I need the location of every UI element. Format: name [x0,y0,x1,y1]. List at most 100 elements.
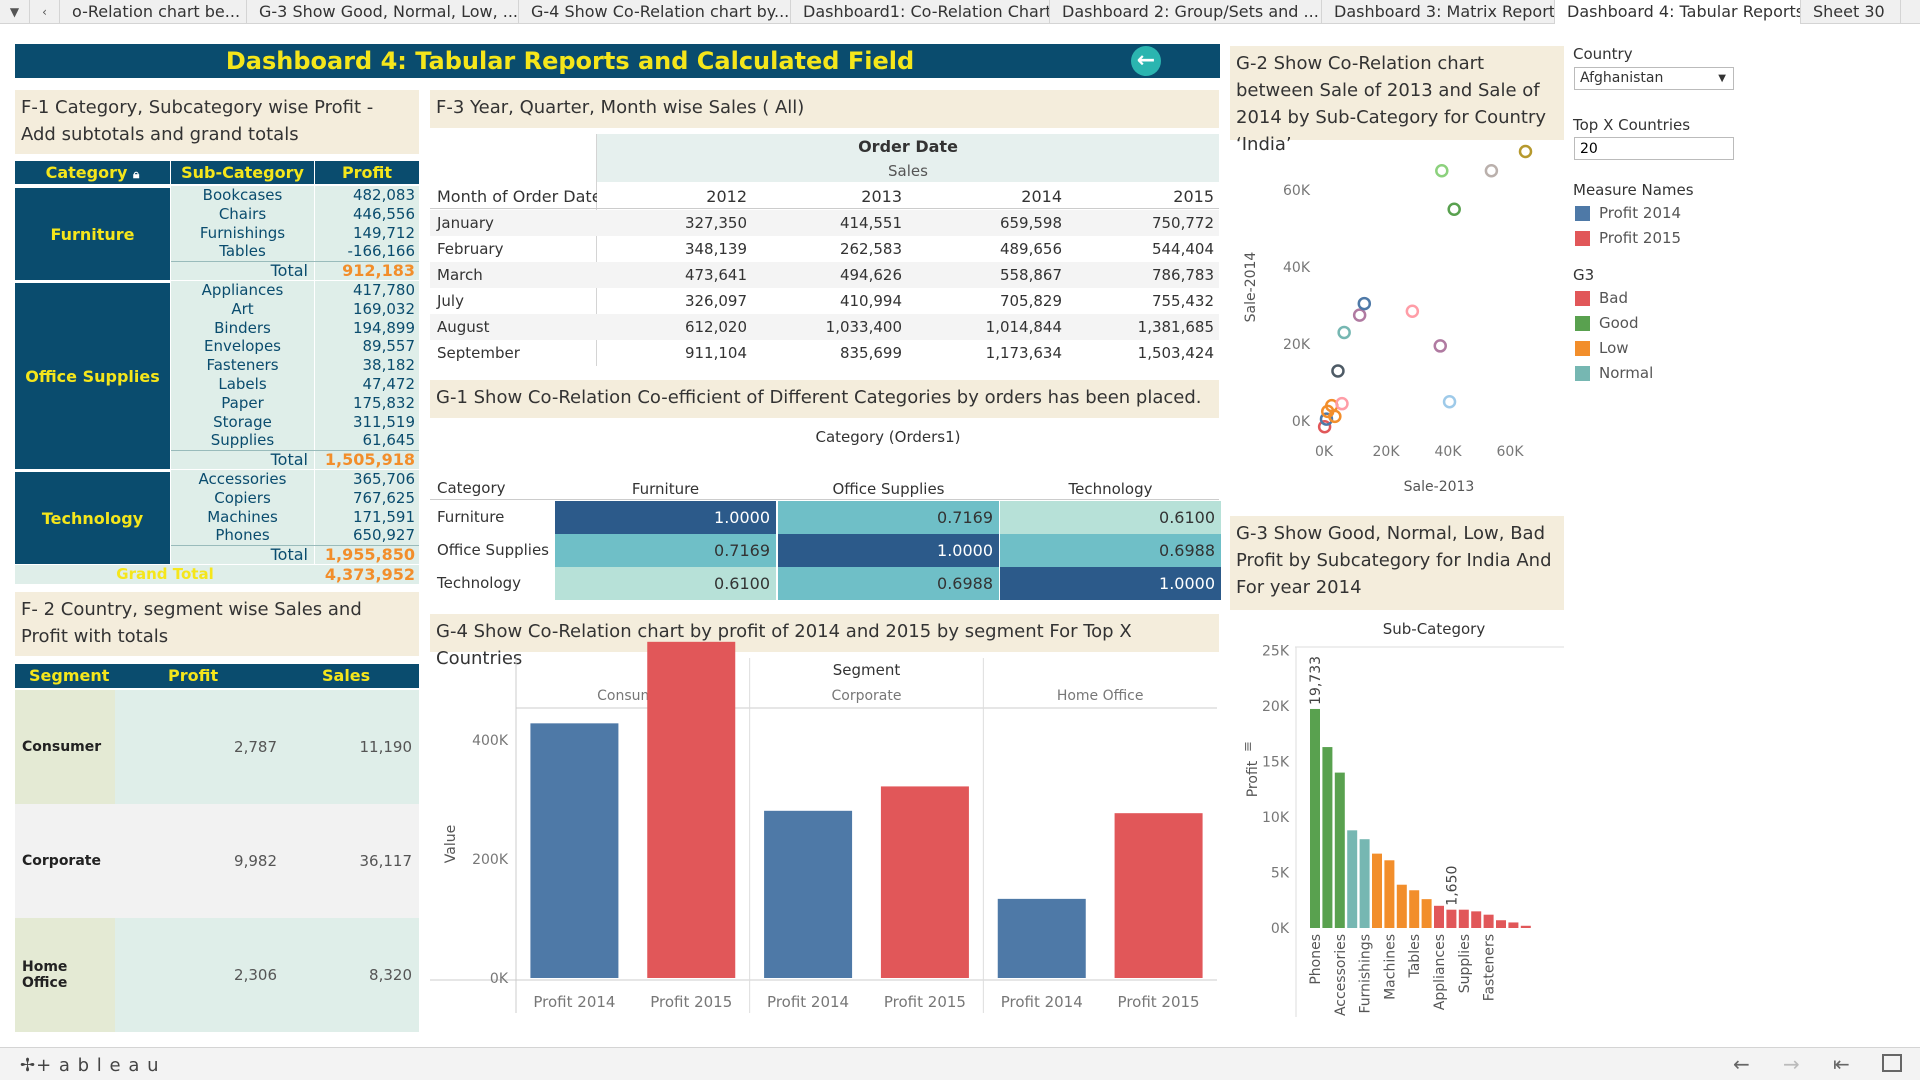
fullscreen-icon[interactable] [1882,1054,1902,1072]
f1-subcategory: Tables [219,242,266,261]
f2-title: F- 2 Country, segment wise Sales and Pro… [15,592,419,656]
legend-swatch[interactable] [1575,231,1590,246]
f1-profit-value: 38,182 [362,356,416,375]
tab-4[interactable]: Dashboard1: Co-Relation Chart [791,0,1050,24]
legend-swatch[interactable] [1575,366,1590,381]
f2-segment: Home Office [15,918,115,1032]
f1-profit-value: 417,780 [352,281,415,299]
g1-header-line [430,499,1219,500]
topx-label: Top X Countries [1573,116,1691,134]
f3-row-band [430,262,1219,288]
f1-header-subcategory[interactable]: Sub-Category [171,161,314,184]
g2-point [1518,144,1533,159]
g4-bar [1114,813,1203,978]
g3-bar [1496,920,1506,928]
country-dropdown[interactable]: Afghanistan ▼ [1574,67,1734,90]
g3-x-label: Appliances [1432,934,1448,1010]
legend-item-label[interactable]: Good [1599,314,1639,332]
f3-sales-value: 262,583 [839,240,902,258]
f3-row-band [430,314,1219,340]
f1-profit-value: 171,591 [352,507,415,526]
f2-sales-value: 36,117 [359,852,413,870]
footer-bar: ✢+ a b l e a u ← → ⇤ [0,1047,1920,1080]
dashboard-title: Dashboard 4: Tabular Reports and Calcula… [225,47,915,75]
f1-subcategory: Accessories [198,470,287,488]
tab-6[interactable]: Dashboard 3: Matrix Report [1322,0,1555,24]
f3-header-order-date: Order Date [858,137,958,156]
legend-item-label[interactable]: Profit 2014 [1599,204,1682,222]
f3-sales-value: 1,033,400 [825,318,902,336]
f2-sales-value: 8,320 [369,966,412,984]
undo-icon[interactable]: ← [1733,1052,1750,1076]
tab-3[interactable]: G-4 Show Co-Relation chart by... [519,0,791,24]
f1-profit-value: 311,519 [352,412,415,431]
g4-y-label: Value [443,825,459,863]
back-arrow-icon[interactable]: ← [1131,46,1161,76]
g2-y-tick: 40K [1283,260,1311,276]
g3-bar [1434,905,1444,928]
f1-subcategory-bg [171,281,314,469]
topx-input[interactable] [1574,137,1734,160]
g4-x-label: Profit 2015 [650,993,732,1011]
g3-bar [1520,925,1531,928]
tab-scroll-left-icon[interactable]: ‹ [30,0,60,24]
g3-y-tick: 10K [1262,810,1290,826]
legend-item-label[interactable]: Normal [1599,364,1654,382]
g1-correlation-cell: 1.0000 [555,501,776,534]
g3-bar [1446,909,1457,928]
tab-5[interactable]: Dashboard 2: Group/Sets and ... [1050,0,1322,24]
f3-sales-value: 786,783 [1151,266,1214,284]
legend-swatch[interactable] [1575,206,1590,221]
f1-profit-bg [315,186,419,280]
f2-header-segment[interactable]: Segment [29,666,110,685]
g2-point [1484,164,1499,178]
f1-profit-value: 194,899 [352,318,415,337]
legend-item-label[interactable]: Profit 2015 [1599,229,1682,247]
f1-subcategory: Storage [213,412,272,431]
tableau-cross-icon: ✢ [20,1055,37,1076]
f3-sales-value: 473,641 [684,266,747,284]
g3-bar [1483,914,1494,928]
tab-1[interactable]: o-Relation chart be... [60,0,247,24]
legend-item-label[interactable]: Bad [1599,289,1629,307]
f2-header-sales[interactable]: Sales [322,666,371,685]
legend-swatch[interactable] [1575,316,1590,331]
tab-2[interactable]: G-3 Show Good, Normal, Low, ... [247,0,519,24]
g2-point [1319,412,1334,426]
f2-profit-value: 2,787 [234,738,277,756]
lock-icon: 🔒︎ [133,167,140,181]
revert-icon[interactable]: ⇤ [1833,1052,1850,1076]
legend-item-label[interactable]: Low [1599,339,1629,357]
f3-sales-value: 326,097 [684,292,747,310]
f1-header-profit[interactable]: Profit [315,161,419,184]
g2-x-tick: 0K [1315,444,1334,460]
f3-sales-value: 1,173,634 [985,344,1062,362]
f1-subcategory: Furnishings [199,223,286,242]
f3-year-header: 2014 [1021,187,1062,206]
measure-names-label: Measure Names [1573,181,1694,199]
tab-8[interactable]: Sheet 30 [1801,0,1901,24]
f1-total-value: 1,505,918 [324,450,415,470]
tab-7-active[interactable]: Dashboard 4: Tabular Reports [1555,0,1801,24]
legend-swatch[interactable] [1575,341,1590,356]
f3-month: September [437,344,520,362]
tab-menu-icon[interactable]: ▼ [0,0,30,24]
g1-row-category: Office Supplies [437,541,550,559]
g3-bar [1471,911,1482,928]
f1-subcategory-bg [171,186,314,280]
f2-header-profit[interactable]: Profit [168,666,219,685]
g4-x-label: Profit 2014 [767,993,849,1011]
f1-subcategory: Supplies [210,431,275,450]
g2-x-tick: 20K [1373,444,1401,460]
redo-icon[interactable]: → [1783,1052,1800,1076]
g3-bar [1322,747,1333,928]
f1-subcategory: Art [231,299,254,318]
f3-sales-value: 659,598 [999,214,1062,232]
tableau-logo[interactable]: ✢+ a b l e a u [20,1055,160,1076]
legend-swatch[interactable] [1575,291,1590,306]
f1-header-category[interactable]: Category 🔒︎ [15,161,170,184]
g4-x-label: Profit 2015 [884,993,966,1011]
f3-sales-value: 911,104 [684,344,747,362]
f2-row: Home Office 2,306 8,320 [15,918,419,1032]
g2-point [1435,164,1449,178]
